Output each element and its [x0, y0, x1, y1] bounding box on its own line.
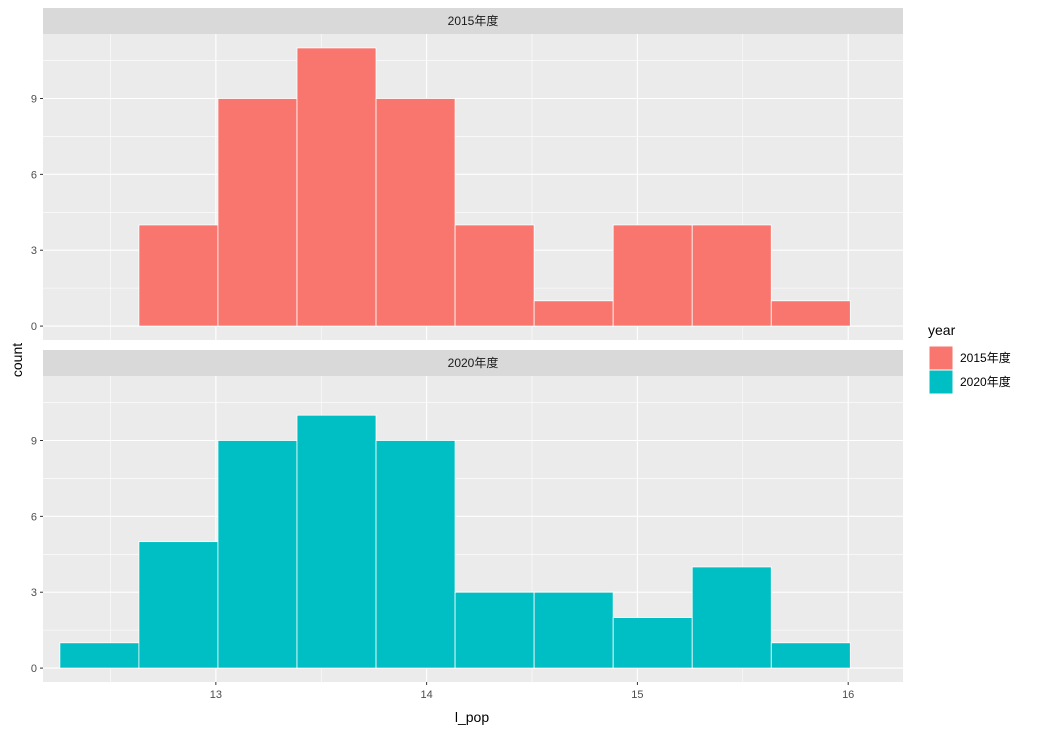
facet-strip-label: 2015年度 — [448, 13, 499, 28]
x-tick-label: 14 — [421, 689, 433, 701]
histogram-bar — [138, 224, 219, 327]
x-tick-label: 15 — [631, 689, 643, 701]
panel-2: 2020年度 0 3 6 9 — [31, 350, 903, 682]
histogram-bar — [217, 98, 298, 327]
histogram-bar — [375, 98, 456, 327]
histogram-bar — [217, 440, 298, 669]
histogram-bar — [296, 47, 377, 327]
facet-strip — [43, 8, 903, 34]
x-tick-label: 16 — [842, 689, 854, 701]
x-tick-label: 13 — [210, 689, 222, 701]
histogram-bar — [533, 300, 614, 327]
y-axis-title: count — [9, 343, 25, 377]
histogram-bar — [691, 224, 772, 327]
legend-title: year — [928, 322, 956, 338]
histogram-bar — [454, 224, 535, 327]
y-tick-label: 6 — [31, 169, 37, 181]
legend: year 2015年度 2020年度 — [928, 322, 1011, 395]
histogram-bar — [59, 642, 140, 669]
y-tick-label: 0 — [31, 663, 37, 675]
facet-strip — [43, 350, 903, 376]
legend-label: 2020年度 — [960, 374, 1011, 389]
histogram-bar — [770, 300, 851, 327]
panel-1: 2015年度 0 3 6 9 — [31, 8, 903, 340]
histogram-bar — [691, 566, 772, 669]
y-tick-label: 9 — [31, 435, 37, 447]
x-axis: 13 14 15 16 — [210, 682, 854, 701]
histogram-bar — [612, 617, 693, 669]
histogram-bar — [375, 440, 456, 669]
y-tick-label: 3 — [31, 587, 37, 599]
histogram-bar — [296, 414, 377, 669]
y-tick-label: 9 — [31, 93, 37, 105]
legend-swatch — [928, 369, 954, 395]
legend-label: 2015年度 — [960, 350, 1011, 365]
histogram-bar — [138, 541, 219, 669]
y-tick-label: 3 — [31, 245, 37, 257]
histogram-bar — [770, 642, 851, 669]
panels: 2015年度 0 3 6 9 2020年度 0 3 6 9 — [31, 8, 903, 682]
legend-swatch — [928, 345, 954, 371]
y-tick-label: 0 — [31, 321, 37, 333]
y-tick-label: 6 — [31, 511, 37, 523]
x-axis-title: l_pop — [455, 709, 489, 725]
histogram-bar — [533, 591, 614, 669]
histogram-bar — [612, 224, 693, 327]
facet-strip-label: 2020年度 — [448, 355, 499, 370]
histogram-bar — [454, 591, 535, 669]
